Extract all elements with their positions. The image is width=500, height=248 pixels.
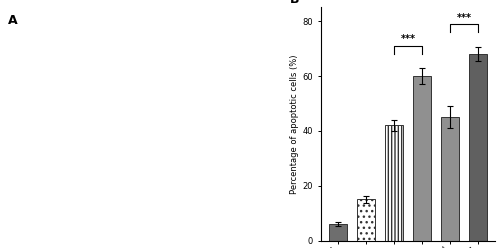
Text: A: A [8,14,18,28]
Bar [385,125,403,241]
Bar [329,224,347,241]
Text: ***: *** [400,34,415,44]
Bar [469,54,487,241]
Y-axis label: Percentage of apoptotic cells (%): Percentage of apoptotic cells (%) [290,54,300,194]
Bar [441,117,459,241]
Bar [357,199,375,241]
Text: B: B [290,0,300,6]
Text: ***: *** [456,13,471,23]
Bar [413,76,431,241]
